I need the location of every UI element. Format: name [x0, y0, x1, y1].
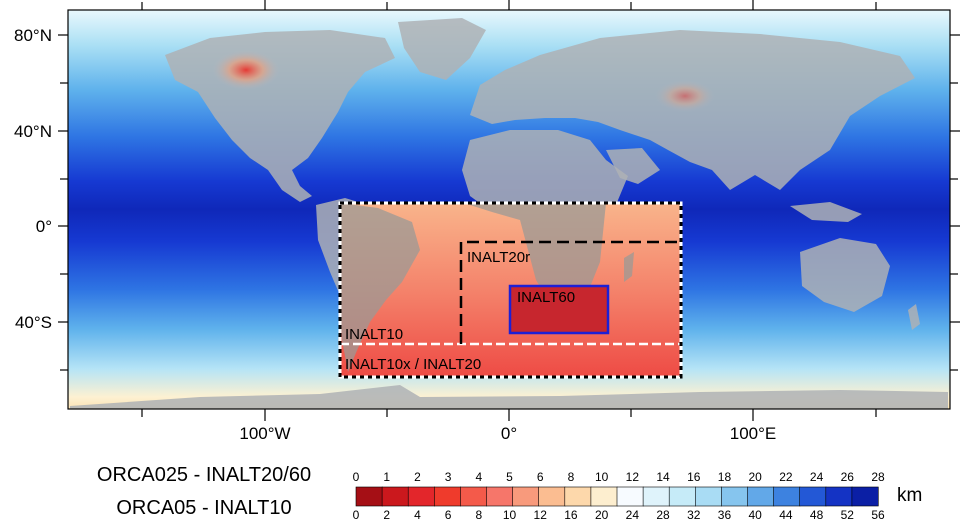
- colorbar-bottom-tick-label: 10: [503, 508, 517, 521]
- greenland-pole-hotspot: [212, 50, 280, 90]
- colorbar-cell: [694, 486, 722, 507]
- lon-label-0: 0°: [501, 424, 517, 443]
- colorbar-top-tick-label: 5: [506, 470, 513, 484]
- colorbar-cell: [747, 486, 775, 507]
- colorbar-bottom-tick-label: 48: [810, 508, 824, 521]
- australia: [800, 238, 890, 312]
- colorbar-cell: [407, 486, 435, 507]
- lon-label-100w: 100°W: [239, 424, 290, 443]
- legend-title-orca05: ORCA05 - INALT10: [116, 497, 291, 519]
- lon-label-100e: 100°E: [730, 424, 777, 443]
- colorbar-bottom-tick-label: 44: [779, 508, 793, 521]
- colorbar-top-tick-label: 3: [445, 470, 452, 484]
- lat-label-40n: 40°N: [14, 122, 52, 141]
- inalt60-box: [508, 284, 610, 335]
- colorbar-cell: [512, 486, 540, 507]
- colorbar-top-tick-label: 6: [537, 470, 544, 484]
- lat-label-40s: 40°S: [15, 313, 52, 332]
- colorbar-top-tick-label: 14: [656, 470, 670, 484]
- colorbar-bottom-tick-label: 16: [564, 508, 578, 521]
- inalt10x-box: [338, 201, 683, 379]
- nest-madagascar-land: [624, 252, 634, 282]
- legend-unit: km: [897, 485, 922, 506]
- axis-ticks: [58, 0, 960, 421]
- colorbar-cell: [616, 486, 644, 507]
- colorbar-cell: [381, 486, 409, 507]
- inalt10-label: INALT10: [345, 326, 403, 343]
- lat-label-eq: 0°: [36, 217, 52, 236]
- inalt60-label: INALT60: [517, 289, 575, 306]
- nest-africa-land: [470, 203, 606, 306]
- colorbar-top-tick-label: 26: [841, 470, 855, 484]
- colorbar-bottom-tick-label: 0: [353, 508, 360, 521]
- legend-title-orca025: ORCA025 - INALT20/60: [97, 464, 311, 486]
- colorbar-bottom-tick-label: 56: [871, 508, 885, 521]
- inalt60-nest-field: [510, 286, 608, 333]
- colorbar-bottom-tick-label: 36: [718, 508, 732, 521]
- colorbar-top-ticks: 0 1 2 3 4 5 6 8 10 12 14 16 18 20 22 24 26 28: [353, 470, 885, 484]
- colorbar-bottom-tick-label: 4: [414, 508, 421, 521]
- colorbar-top-tick-label: 22: [779, 470, 793, 484]
- colorbar-cell: [486, 486, 514, 507]
- colorbar-cell: [460, 486, 488, 507]
- colorbar-cell: [668, 486, 696, 507]
- colorbar: [355, 486, 879, 507]
- antarctica: [70, 385, 948, 409]
- colorbar-top-tick-label: 0: [353, 470, 360, 484]
- colorbar-bottom-tick-label: 6: [445, 508, 452, 521]
- inalt20r-label: INALT20r: [467, 249, 530, 266]
- colorbar-top-tick-label: 18: [718, 470, 732, 484]
- colorbar-cell: [773, 486, 801, 507]
- colorbar-cell: [564, 486, 592, 507]
- colorbar-top-tick-label: 2: [414, 470, 421, 484]
- colorbar-cell: [642, 486, 670, 507]
- colorbar-top-tick-label: 24: [810, 470, 824, 484]
- colorbar-top-tick-label: 10: [595, 470, 609, 484]
- colorbar-bottom-ticks: 0 2 4 6 8 10 12 16 20 24 28 32 36 40 44 48 52 56: [353, 508, 885, 521]
- colorbar-bottom-tick-label: 28: [656, 508, 670, 521]
- colorbar-top-tick-label: 12: [626, 470, 640, 484]
- colorbar-top-tick-label: 20: [749, 470, 763, 484]
- colorbar-bottom-tick-label: 8: [475, 508, 482, 521]
- colorbar-cell: [538, 486, 566, 507]
- arabia: [606, 148, 660, 184]
- siberia-pole-hotspot: [655, 80, 715, 112]
- colorbar-cell: [851, 486, 879, 507]
- greenland: [398, 18, 486, 80]
- colorbar-cell: [799, 486, 827, 507]
- colorbar-top-tick-label: 4: [475, 470, 482, 484]
- colorbar-bottom-tick-label: 2: [383, 508, 390, 521]
- lat-label-80n: 80°N: [14, 26, 52, 45]
- colorbar-bottom-tick-label: 52: [841, 508, 855, 521]
- colorbar-cell: [721, 486, 749, 507]
- colorbar-bottom-tick-label: 24: [626, 508, 640, 521]
- colorbar-bottom-tick-label: 32: [687, 508, 701, 521]
- colorbar-cell: [433, 486, 461, 507]
- colorbar-top-tick-label: 28: [871, 470, 885, 484]
- colorbar-top-tick-label: 8: [568, 470, 575, 484]
- colorbar-legend: ORCA025 - INALT20/60 ORCA05 - INALT10 0 1…: [97, 464, 922, 521]
- colorbar-bottom-tick-label: 12: [534, 508, 548, 521]
- nest-south-america-land: [340, 203, 420, 372]
- inalt20r-box: [459, 240, 681, 344]
- maritime-asia: [790, 202, 862, 222]
- new-zealand: [908, 304, 920, 330]
- colorbar-cell: [590, 486, 618, 507]
- inalt10x-label: INALT10x / INALT20: [345, 356, 481, 373]
- colorbar-bottom-tick-label: 20: [595, 508, 609, 521]
- colorbar-bottom-tick-label: 40: [749, 508, 763, 521]
- colorbar-cell: [825, 486, 853, 507]
- colorbar-cell: [355, 486, 383, 507]
- colorbar-top-tick-label: 1: [383, 470, 390, 484]
- colorbar-top-tick-label: 16: [687, 470, 701, 484]
